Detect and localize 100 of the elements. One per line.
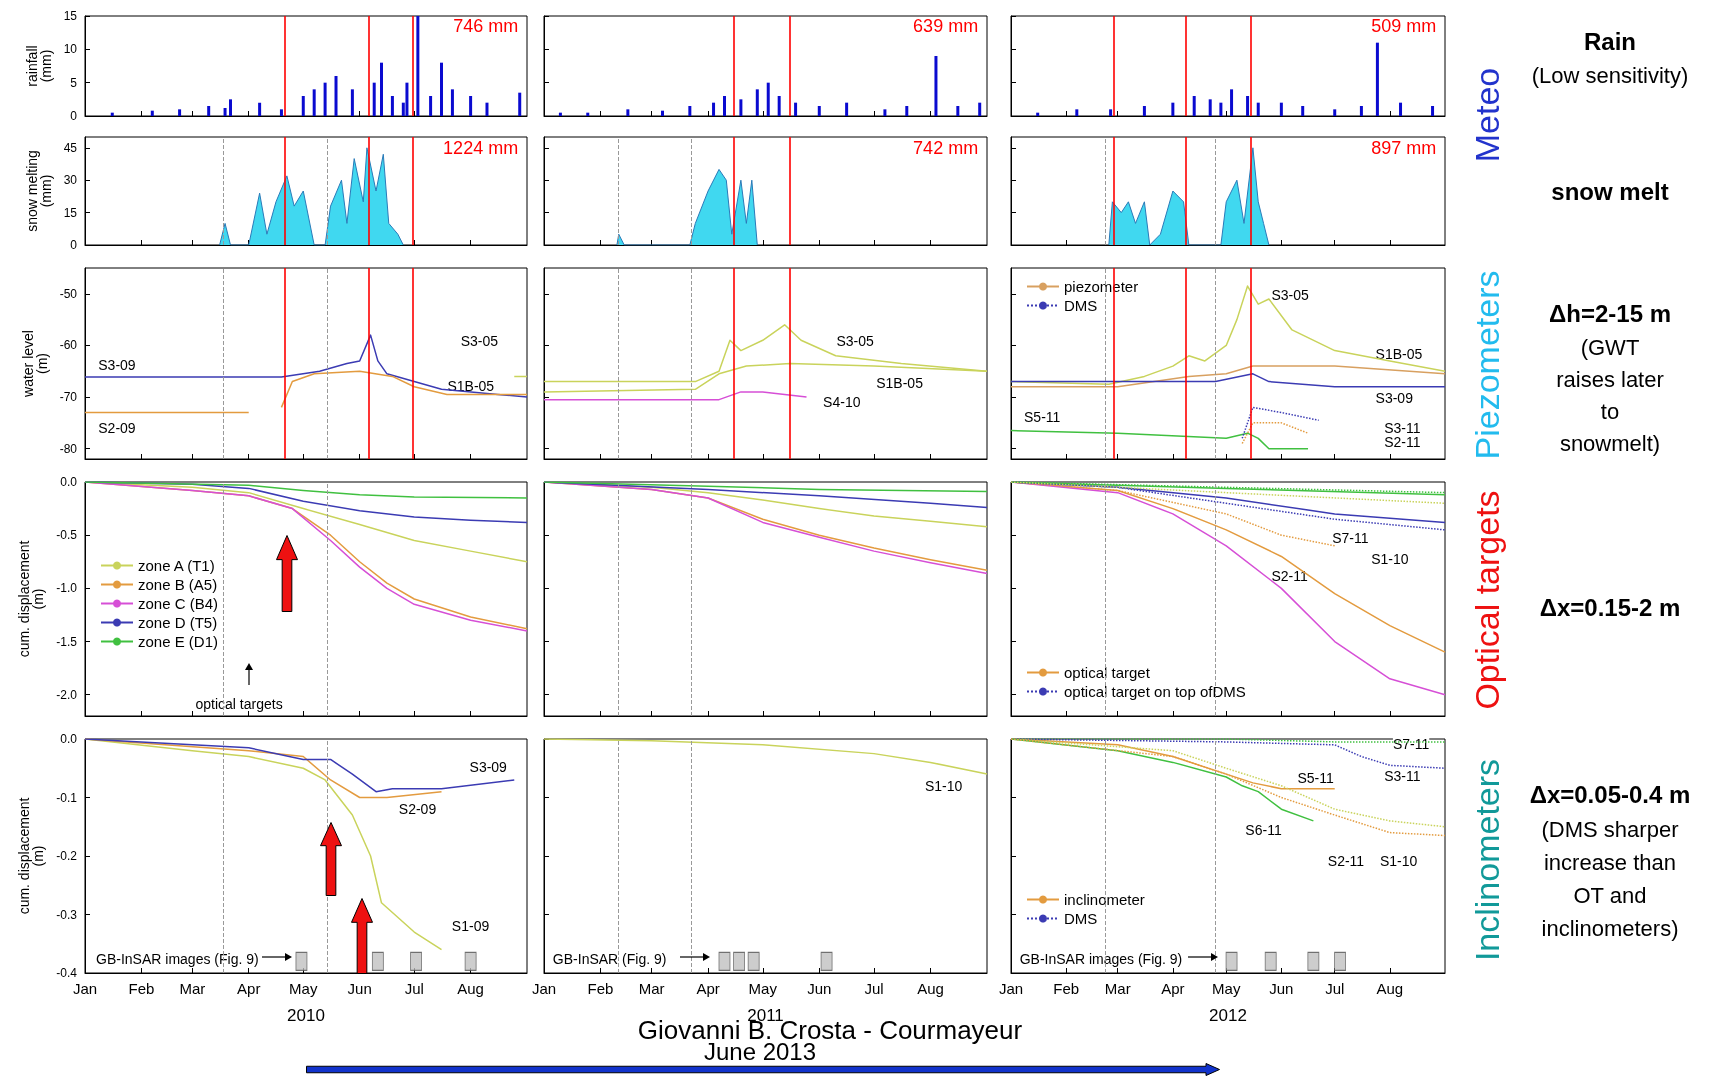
legend-label: zone D (T5) xyxy=(138,614,218,631)
y-tick-label: -80 xyxy=(59,441,78,456)
text: (Low sensitivity) xyxy=(1531,63,1689,89)
y-tick-label: -70 xyxy=(59,390,78,405)
y-tick-label: 10 xyxy=(63,42,78,57)
legend-label: DMS xyxy=(1064,910,1098,927)
legend-label: zone E (D1) xyxy=(138,633,219,650)
annotation: 742 mm xyxy=(913,137,979,158)
annotation: S1-10 xyxy=(924,777,963,794)
text: increase than xyxy=(1543,850,1677,876)
x-tick-label: Jan xyxy=(72,980,98,997)
y-tick-label: -0.3 xyxy=(56,907,78,922)
x-tick-label: Jan xyxy=(531,980,557,997)
x-tick-label: Mar xyxy=(638,980,665,997)
annotation: S5-11 xyxy=(1024,408,1061,425)
y-tick-label: 0 xyxy=(70,238,78,252)
legend-label: inclinometer xyxy=(1064,891,1145,908)
y-tick-label: -1.0 xyxy=(56,581,78,596)
legend-label: DMS xyxy=(1064,297,1098,314)
legend-label: zone B (A5) xyxy=(138,576,218,593)
x-tick-label: Aug xyxy=(457,980,484,997)
x-tick-label: May xyxy=(748,980,778,997)
x-tick-label: Mar xyxy=(1104,980,1131,997)
annotation: S2-09 xyxy=(398,801,437,818)
y-tick-label: -0.4 xyxy=(56,966,78,980)
y-tick-label: 15 xyxy=(63,205,78,220)
y-tick-label: 5 xyxy=(70,75,78,90)
legend-label: zone A (T1) xyxy=(138,557,215,574)
annotation: S2-11 xyxy=(1271,567,1308,584)
x-tick-label: Apr xyxy=(696,980,720,997)
legend-label: optical target xyxy=(1064,664,1151,681)
legend-label: zone C (B4) xyxy=(138,595,219,612)
y-tick-label: -1.5 xyxy=(56,634,78,649)
text: Δh=2-15 m xyxy=(1549,300,1671,328)
x-tick-label: May xyxy=(1212,980,1241,997)
x-tick-label: Jul xyxy=(1325,980,1345,997)
annotation: S1-09 xyxy=(451,918,490,935)
x-tick-label: Apr xyxy=(1161,980,1185,997)
text: Optical targets xyxy=(1467,490,1507,710)
x-tick-label: Feb xyxy=(1053,980,1080,997)
y-tick-label: -2.0 xyxy=(56,687,78,702)
y-axis-title: cum. displacement (m) xyxy=(16,797,47,915)
text: Δx=0.05-0.4 m xyxy=(1529,781,1691,809)
annotation: S1B-05 xyxy=(876,374,924,391)
y-axis-title: snow melting (mm) xyxy=(23,150,54,232)
annotation: S2-11 xyxy=(1327,852,1365,869)
annotation: 897 mm xyxy=(1371,137,1437,158)
x-axis-title: 2012 xyxy=(1209,1006,1247,1025)
annotation: S5-11 xyxy=(1297,769,1334,786)
text: Inclinometers xyxy=(1467,758,1507,962)
annotation: S2-09 xyxy=(98,420,136,437)
x-tick-label: Aug xyxy=(1376,980,1404,997)
text: Piezometers xyxy=(1467,270,1507,460)
text: inclinometers) xyxy=(1541,916,1679,942)
y-axis-title: rainfall (mm) xyxy=(23,45,54,87)
text: Meteo xyxy=(1467,67,1507,163)
annotation: S4-10 xyxy=(823,393,861,410)
x-tick-label: Jul xyxy=(864,980,884,997)
annotation: S1-10 xyxy=(1379,852,1418,869)
x-tick-label: Jun xyxy=(347,980,372,997)
text: raises later xyxy=(1556,367,1664,393)
y-tick-label: 0.0 xyxy=(60,475,78,489)
annotation: S3-09 xyxy=(98,357,136,374)
text: OT and xyxy=(1573,883,1647,909)
annotation: 509 mm xyxy=(1371,16,1437,36)
annotation: GB-InSAR images (Fig. 9) xyxy=(1019,950,1183,967)
annotation: S1B-05 xyxy=(1375,345,1423,362)
y-tick-label: 0.0 xyxy=(60,732,78,746)
text: snowmelt) xyxy=(1559,431,1661,457)
x-tick-label: Feb xyxy=(587,980,614,997)
annotation: S3-09 xyxy=(469,759,508,776)
y-tick-label: 45 xyxy=(63,140,78,155)
y-tick-label: 30 xyxy=(63,173,78,188)
x-tick-label: Jul xyxy=(404,980,424,997)
text: Δx=0.15-2 m xyxy=(1539,594,1681,622)
annotation: GB-InSAR images (Fig. 9) xyxy=(96,950,259,967)
annotation: S3-05 xyxy=(1271,286,1309,303)
legend-label: optical target on top ofDMS xyxy=(1064,683,1246,700)
x-axis-title: 2010 xyxy=(287,1006,325,1025)
text: June 2013 xyxy=(703,1038,817,1066)
x-tick-label: Apr xyxy=(237,980,261,997)
x-tick-label: Jun xyxy=(1269,980,1294,997)
annotation: S7-11 xyxy=(1392,735,1430,752)
annotation: S6-11 xyxy=(1245,822,1282,839)
annotation: S7-11 xyxy=(1332,530,1369,547)
x-tick-label: Aug xyxy=(917,980,944,997)
x-tick-label: Mar xyxy=(179,980,206,997)
y-tick-label: 15 xyxy=(63,9,78,23)
y-tick-label: -0.2 xyxy=(56,849,78,863)
annotation: 746 mm xyxy=(453,16,519,36)
annotation: 1224 mm xyxy=(443,137,519,158)
annotation: S3-05 xyxy=(836,332,874,349)
annotation: optical targets xyxy=(195,696,283,713)
y-tick-label: -0.1 xyxy=(56,790,78,805)
annotation: S3-11 xyxy=(1384,768,1421,785)
text: snow melt xyxy=(1551,178,1669,206)
y-axis-title: water level (m) xyxy=(19,330,50,398)
x-tick-label: Jan xyxy=(998,980,1024,997)
y-tick-label: -0.5 xyxy=(56,528,78,543)
y-tick-label: -50 xyxy=(59,286,78,301)
